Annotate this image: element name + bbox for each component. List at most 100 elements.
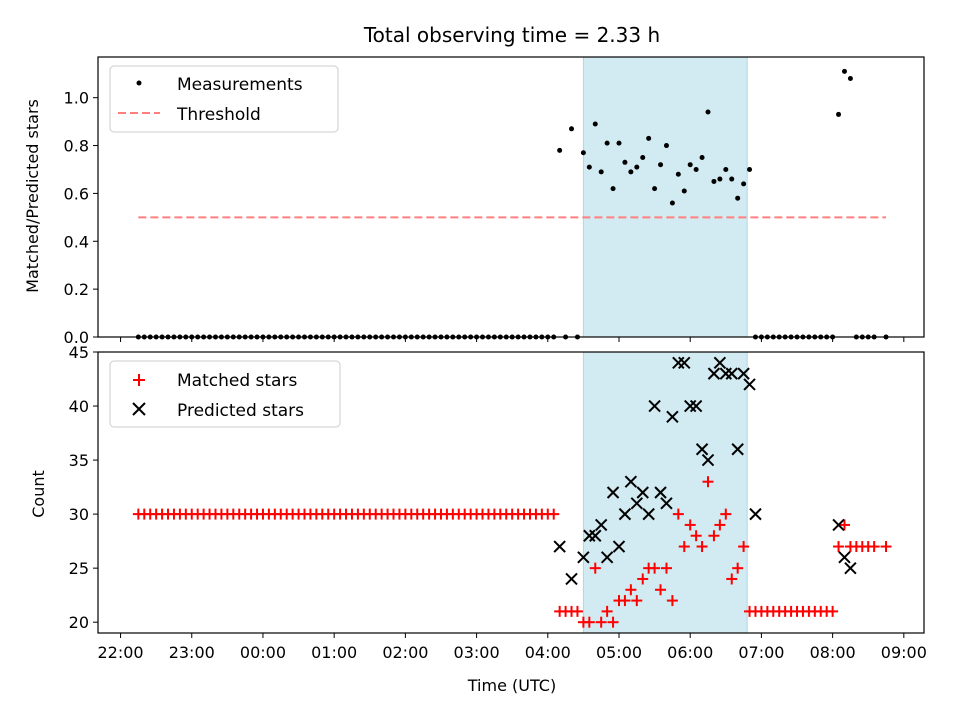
predicted-star-point	[660, 497, 673, 510]
legend-plus-marker	[133, 374, 145, 386]
measurement-point	[640, 155, 646, 161]
matched-star-point	[833, 541, 845, 553]
y-tick-label: 0.2	[64, 280, 89, 299]
predicted-star-point	[654, 486, 667, 499]
predicted-star-point-b	[624, 475, 638, 488]
matched-star-point	[838, 519, 850, 531]
predicted-star-point	[636, 486, 649, 499]
measurement-point	[628, 169, 634, 175]
matched-star-point	[732, 562, 744, 574]
measurement-point	[663, 143, 669, 149]
predicted-star-point-b	[689, 399, 703, 413]
measurement-point	[687, 162, 693, 168]
y-tick-label: 0.8	[64, 137, 89, 156]
predicted-star-point-b	[832, 518, 845, 532]
predicted-star-point-b	[589, 529, 602, 542]
predicted-star-point-b	[725, 367, 738, 380]
x-tick-label: 07:00	[738, 643, 784, 662]
predicted-star-point-b	[743, 378, 756, 391]
predicted-star-point-b	[695, 443, 709, 456]
predicted-star-point	[731, 443, 744, 456]
y-tick-label: 0.4	[64, 232, 89, 251]
predicted-star-point-b	[713, 356, 727, 370]
predicted-star-point	[695, 443, 709, 456]
matched-star-point	[595, 616, 607, 628]
y-tick-label: 30	[69, 505, 89, 524]
measurement-point	[658, 162, 664, 168]
predicted-star-point	[713, 356, 727, 370]
measurement-point	[669, 200, 675, 206]
x-tick-label: 23:00	[169, 643, 215, 662]
predicted-star-point-b	[666, 410, 679, 424]
predicted-star-point	[612, 540, 626, 553]
x-tick-label: 01:00	[311, 643, 357, 662]
matched-star-point	[583, 616, 595, 628]
measurement-point	[646, 135, 652, 141]
matched-star-point	[548, 508, 560, 520]
predicted-star-point-b	[678, 356, 691, 370]
x-tick-label: 00:00	[240, 643, 286, 662]
legend-label-measurements: Measurements	[177, 75, 303, 95]
measurement-point	[735, 195, 741, 201]
measurement-point	[604, 140, 610, 146]
measurement-point	[610, 186, 616, 192]
measurement-point	[557, 147, 563, 153]
legend-label-predicted: Predicted stars	[177, 401, 304, 421]
predicted-star-point-b	[600, 551, 614, 564]
matched-star-point	[655, 584, 667, 596]
matched-star-point	[720, 508, 732, 520]
matched-star-point	[726, 573, 738, 585]
measurement-point	[681, 188, 687, 194]
measurement-point	[569, 126, 575, 132]
predicted-star-point	[589, 529, 602, 542]
predicted-star-point	[666, 410, 679, 424]
measurement-point	[705, 109, 711, 115]
measurement-point	[598, 169, 604, 175]
measurement-point	[699, 155, 705, 161]
predicted-star-point	[553, 540, 566, 553]
predicted-star-point-b	[553, 540, 566, 553]
predicted-star-point	[707, 367, 721, 380]
predicted-star-point-b	[838, 551, 851, 564]
y-tick-label: 1.0	[64, 89, 89, 108]
matched-star-point	[631, 595, 643, 607]
top-y-axis-label: Matched/Predicted stars	[23, 99, 42, 293]
top-panel-ratio: 0.0 0.2 0.4 0.6 0.8 1.0	[64, 56, 925, 347]
predicted-star-point-b	[654, 486, 667, 499]
measurement-point	[586, 164, 592, 170]
measurement-point	[592, 121, 598, 127]
predicted-star-point-b	[618, 507, 632, 521]
predicted-star-point-b	[642, 507, 655, 521]
matched-star-point	[684, 519, 696, 531]
x-tick-label: 08:00	[810, 643, 856, 662]
matched-star-point	[666, 595, 678, 607]
matched-star-point	[649, 562, 661, 574]
predicted-star-point	[630, 497, 644, 510]
measurement-point	[675, 171, 681, 177]
matched-star-point	[690, 530, 702, 542]
matched-star-point	[880, 541, 892, 553]
predicted-star-point-b	[577, 551, 590, 564]
measurement-point	[836, 111, 842, 117]
predicted-star-point	[618, 507, 632, 521]
predicted-star-point	[642, 507, 655, 521]
axes-frame	[97, 56, 925, 338]
y-tick-label: 20	[69, 613, 89, 632]
matched-star-point	[708, 530, 720, 542]
predicted-star-point	[832, 518, 845, 532]
y-tick-label: 40	[69, 397, 89, 416]
measurement-point	[747, 166, 753, 172]
measurement-point	[622, 159, 628, 165]
observing-window-span	[582, 56, 748, 338]
predicted-star-point-b	[660, 497, 673, 510]
x-tick-label: 04:00	[525, 643, 571, 662]
predicted-star-point-b	[707, 367, 721, 380]
predicted-star-point-b	[648, 399, 661, 413]
legend-label-matched: Matched stars	[177, 371, 297, 391]
measurement-point	[580, 150, 586, 156]
measurement-point	[847, 76, 853, 82]
matched-star-point	[660, 562, 672, 574]
predicted-star-point	[749, 507, 762, 521]
matched-star-point	[678, 541, 690, 553]
